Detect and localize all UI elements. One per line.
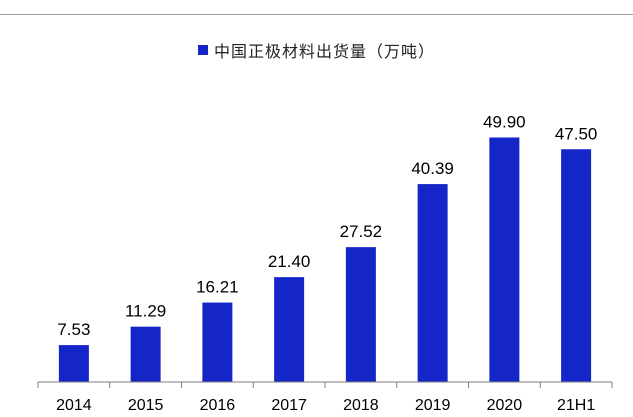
bar-2014 bbox=[58, 345, 89, 382]
bar-2017 bbox=[274, 277, 305, 382]
legend-label: 中国正极材料出货量（万吨） bbox=[213, 42, 435, 61]
x-tick-label-2017: 2017 bbox=[271, 397, 307, 414]
bar-value-2019: 40.39 bbox=[411, 159, 454, 178]
bar-value-2016: 16.21 bbox=[196, 278, 239, 297]
legend: 中国正极材料出货量（万吨） bbox=[0, 38, 633, 62]
x-tick-label-2019: 2019 bbox=[415, 397, 451, 414]
bar-value-2020: 49.90 bbox=[483, 112, 526, 131]
x-tick-label-2014: 2014 bbox=[56, 397, 92, 414]
x-tick-label-2020: 2020 bbox=[487, 397, 523, 414]
x-tick-labels-group: 2014 2015 2016 2017 2018 2019 2020 21H1 bbox=[56, 397, 595, 414]
bar-2019 bbox=[417, 184, 448, 382]
bar-2015 bbox=[130, 326, 161, 382]
bar-values-group: 7.53 11.29 16.21 21.40 27.52 40.39 49.90 47.50 bbox=[57, 112, 597, 339]
bar-value-21H1: 47.50 bbox=[555, 124, 598, 143]
x-tick-label-2015: 2015 bbox=[128, 397, 164, 414]
top-rule bbox=[0, 14, 633, 15]
bar-value-2014: 7.53 bbox=[57, 320, 90, 339]
bar-value-2018: 27.52 bbox=[340, 222, 383, 241]
bar-value-2015: 11.29 bbox=[125, 302, 166, 321]
x-ticks-group bbox=[37, 382, 613, 388]
bar-2016 bbox=[202, 302, 233, 382]
bar-value-2017: 21.40 bbox=[268, 252, 311, 271]
x-tick-label-2018: 2018 bbox=[343, 397, 379, 414]
legend-swatch-icon bbox=[197, 45, 208, 55]
bar-21H1 bbox=[561, 149, 592, 382]
x-tick-label-21H1: 21H1 bbox=[557, 397, 595, 414]
bar-2018 bbox=[345, 247, 376, 382]
bars-group bbox=[58, 137, 592, 382]
x-tick-label-2016: 2016 bbox=[200, 397, 236, 414]
bar-2020 bbox=[489, 137, 520, 382]
